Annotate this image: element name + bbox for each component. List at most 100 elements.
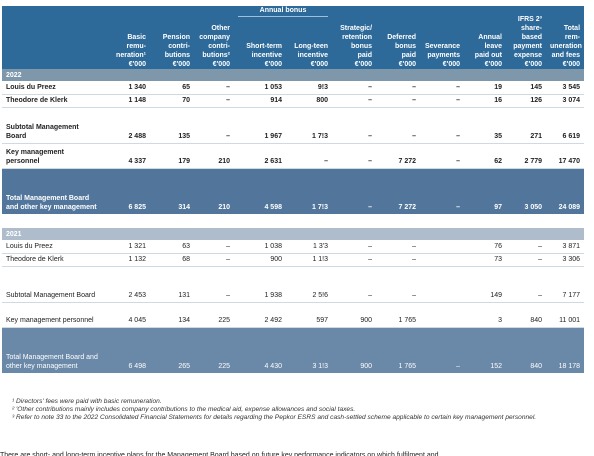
cell-value: – [376, 240, 421, 254]
cell-value: 4 430 [234, 327, 286, 373]
cell-value: – [332, 168, 377, 214]
col-ifrs2-share-based: IFRS 2³ share-based payment expense [506, 6, 547, 60]
table-header: Basic remu-neration¹ Pension contri-bution… [2, 6, 585, 69]
cell-value: – [286, 143, 333, 169]
cell-value: – [194, 253, 234, 267]
cell-value: 3 306 [546, 253, 585, 267]
cell-value [420, 253, 465, 267]
cell-value: 7 177 [546, 266, 585, 303]
total-row: Total Management Board and other key man… [2, 168, 585, 214]
cell-value: 63 [150, 240, 194, 254]
col-total-remuneration: Total rem-uneration and fees [546, 6, 585, 60]
cell-value: 3 871 [546, 240, 585, 254]
cell-value: 18 178 [546, 327, 585, 373]
cell-value: 17 470 [546, 143, 585, 169]
cell-value: – [332, 107, 377, 144]
cell-value: – [420, 327, 465, 373]
cell-value: 16 [464, 94, 507, 108]
cell-value: 76 [464, 240, 507, 254]
cell-value: 840 [506, 327, 547, 373]
cell-value: 1 1!3 [286, 253, 333, 267]
col-deferred-bonus: Deferred bonus paid [376, 6, 421, 60]
cell-value: 179 [150, 143, 194, 169]
cell-value: 1 938 [234, 266, 286, 303]
cell-value: – [194, 107, 234, 144]
cell-value: 1 3'3 [286, 240, 333, 254]
cell-value: 3 545 [546, 81, 585, 95]
cell-value: 225 [194, 302, 234, 328]
cell-value: – [376, 253, 421, 267]
row-label: Total Management Board and other key man… [2, 327, 102, 373]
row-label: Key management personnel [2, 143, 102, 169]
row-label: Louis du Preez [2, 240, 102, 254]
cell-value: 2 492 [234, 302, 286, 328]
remuneration-table: Basic remu-neration¹ Pension contri-bution… [2, 6, 585, 373]
cell-value: – [332, 240, 377, 254]
subtotal-row: Subtotal Management Board 2 488 135–1 967 1… [2, 107, 585, 144]
cell-value: 1 148 [102, 94, 150, 108]
cell-value: 7 272 [376, 168, 421, 214]
cell-value: – [332, 266, 377, 303]
footnote-1: ¹ Directors' fees were paid with basic r… [12, 398, 162, 405]
total-row: Total Management Board and other key man… [2, 327, 585, 373]
cell-value: – [194, 94, 234, 108]
cell-value: 4 337 [102, 143, 150, 169]
col-short-term-incentive: Short-term incentive [234, 20, 286, 60]
footnote-3: ³ Refer to note 33 to the 2022 Consolida… [12, 414, 537, 422]
cell-value: 3 [464, 302, 507, 328]
row-label: Key management personnel [2, 302, 102, 328]
col-pension-contributions: Pension contri-butions [150, 6, 194, 60]
cell-value: 152 [464, 327, 507, 373]
cell-value: 1 053 [234, 81, 286, 95]
cell-value: – [194, 240, 234, 254]
cell-value: 210 [194, 143, 234, 169]
cell-value: 35 [464, 107, 507, 144]
cell-value: 9!3 [286, 81, 333, 95]
col-strategic-retention-bonus: Strategic/retention bonus paid [332, 6, 377, 60]
trailing-paragraph: There are short- and long-term incentive… [0, 452, 439, 456]
section-spacer [2, 214, 585, 228]
cell-value: 131 [150, 266, 194, 303]
cell-value [420, 302, 465, 328]
cell-value: 4 045 [102, 302, 150, 328]
cell-value: 135 [150, 107, 194, 144]
cell-value: 145 [506, 81, 547, 95]
cell-value: 900 [234, 253, 286, 267]
cell-value: – [420, 107, 465, 144]
cell-value: 840 [506, 302, 547, 328]
cell-value: 1 038 [234, 240, 286, 254]
cell-value: 1 321 [102, 240, 150, 254]
cell-value: 126 [506, 94, 547, 108]
cell-value: 210 [194, 168, 234, 214]
cell-value: 6 825 [102, 168, 150, 214]
annual-bonus-group-label: Annual bonus [234, 6, 333, 20]
cell-value: 68 [150, 253, 194, 267]
cell-value: 1 765 [376, 327, 421, 373]
table-row: Theodore de Klerk 1 132 68–900 1 1!3– –73–3 … [2, 253, 585, 267]
cell-value: – [332, 143, 377, 169]
cell-value: 2 453 [102, 266, 150, 303]
cell-value: 1 765 [376, 302, 421, 328]
cell-value: 900 [332, 302, 377, 328]
row-label: Louis du Preez [2, 81, 102, 95]
row-label: Theodore de Klerk [2, 253, 102, 267]
cell-value: 6 498 [102, 327, 150, 373]
cell-value: 2 5!6 [286, 266, 333, 303]
cell-value: 2 631 [234, 143, 286, 169]
cell-value: 70 [150, 94, 194, 108]
cell-value: – [420, 143, 465, 169]
cell-value: 134 [150, 302, 194, 328]
cell-value: – [194, 81, 234, 95]
cell-value: 3 074 [546, 94, 585, 108]
year-label: 2021 [2, 228, 102, 240]
cell-value: 1 132 [102, 253, 150, 267]
cell-value [420, 266, 465, 303]
cell-value: – [506, 266, 547, 303]
cell-value: – [194, 266, 234, 303]
cell-value: – [420, 168, 465, 214]
table-row: Louis du Preez 1 321 63–1 038 1 3'3– –76–3 8… [2, 240, 585, 254]
cell-value: – [332, 94, 377, 108]
table-row: Theodore de Klerk 1 148 70–914 800– – –16 126 3… [2, 94, 585, 108]
cell-value: – [376, 266, 421, 303]
